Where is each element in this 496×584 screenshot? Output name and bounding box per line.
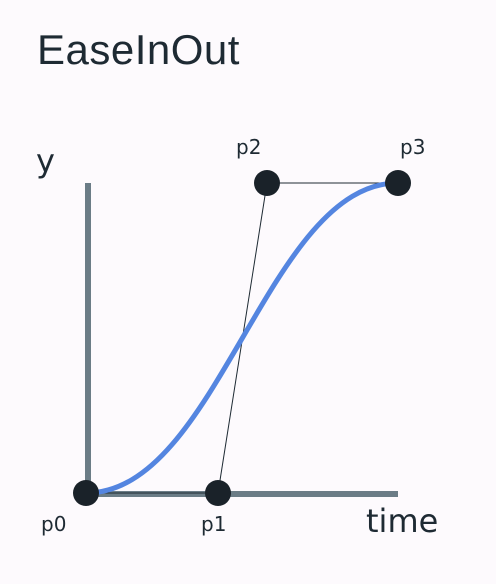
x-axis-label: time	[366, 502, 438, 540]
point-label-p0: p0	[41, 512, 66, 536]
point-label-p3: p3	[400, 135, 425, 159]
point-label-p1: p1	[201, 512, 226, 536]
easing-curve	[86, 183, 398, 493]
control-point-p3[interactable]	[385, 170, 411, 196]
point-label-p2: p2	[236, 135, 261, 159]
control-point-p2[interactable]	[254, 170, 280, 196]
control-point-p0[interactable]	[73, 480, 99, 506]
control-point-p1[interactable]	[205, 480, 231, 506]
y-axis-label: y	[36, 142, 55, 180]
